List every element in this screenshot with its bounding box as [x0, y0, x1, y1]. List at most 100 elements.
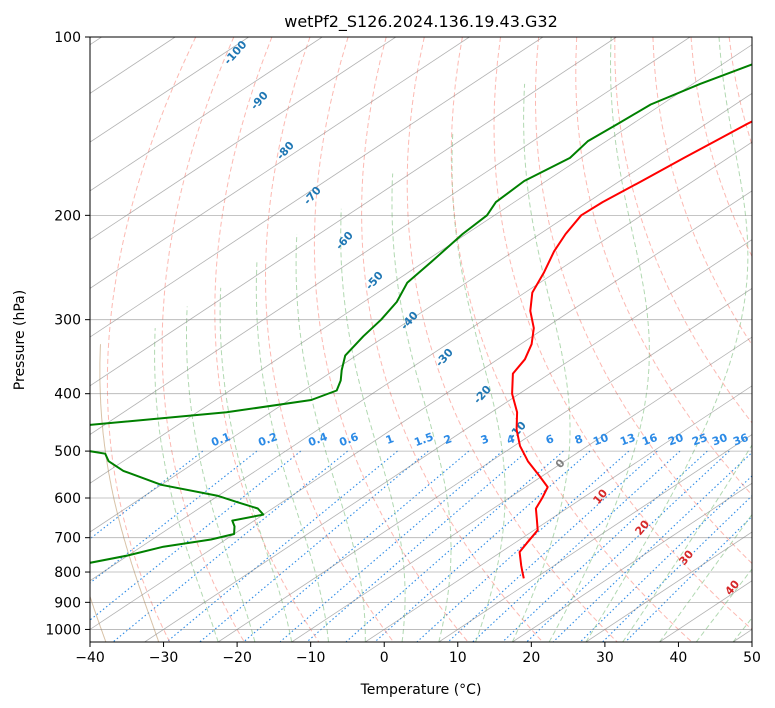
- y-tick-label: 600: [54, 491, 81, 507]
- isotherm-line: [291, 336, 752, 642]
- dry-adiabat-line: [767, 37, 775, 642]
- mixing-ratio-label: 3: [479, 432, 491, 447]
- isotherm-line: [90, 92, 752, 533]
- mixing-ratio-label: 0.1: [209, 430, 232, 449]
- y-tick-label: 500: [54, 444, 81, 460]
- mixing-ratio-label: 16: [640, 431, 659, 449]
- dry-adiabat-line: [161, 37, 245, 642]
- x-tick-label: 10: [449, 650, 467, 666]
- mixing-ratio-label: 10: [591, 431, 610, 449]
- moist-adiabat-line: [340, 208, 406, 642]
- dewpoint-profile: [90, 63, 752, 564]
- moist-adiabat-line: [186, 306, 256, 642]
- mixing-ratio-label: 30: [710, 431, 729, 449]
- mixing-ratio-line: [526, 450, 730, 642]
- theta-e-line: [16, 409, 54, 642]
- mixing-ratio-line: [472, 450, 681, 642]
- dry-adiabat-label: -60: [333, 229, 356, 253]
- moist-adiabat-line: [548, 37, 650, 642]
- dry-adiabat-label: -90: [248, 89, 271, 113]
- dry-adiabat-line: [313, 37, 469, 642]
- dry-adiabat-line: [450, 37, 693, 642]
- mixing-ratio-line: [90, 450, 302, 621]
- plot-area: -100-90-80-70-60-50-40-30-20-10010203040…: [16, 37, 775, 642]
- mixing-ratio-label: 0.6: [337, 430, 360, 449]
- dry-adiabat-line: [214, 37, 320, 642]
- x-tick-label: 50: [743, 650, 761, 666]
- dry-adiabat-line: [652, 37, 752, 346]
- mixing-ratio-line: [579, 475, 752, 642]
- isotherm-line: [90, 37, 470, 289]
- isotherm-line: [585, 531, 752, 642]
- isotherm-line: [90, 190, 752, 630]
- moist-adiabat-label: 0: [553, 456, 568, 470]
- theta-e-line: [90, 594, 107, 642]
- mixing-ratio-label: 8: [573, 432, 585, 447]
- profiles: [90, 63, 752, 579]
- isotherm-line: [90, 37, 617, 387]
- dry-adiabat-line: [690, 37, 752, 258]
- mixing-ratio-label: 2: [442, 432, 454, 447]
- mixing-ratio-line: [243, 450, 470, 642]
- moist-adiabat-line: [695, 568, 752, 642]
- isotherm-line: [512, 482, 752, 642]
- isotherm-line: [144, 239, 752, 642]
- moist-adiabat-line: [219, 287, 293, 642]
- moist-adiabats: [154, 37, 752, 642]
- moist-adiabat-line: [511, 83, 571, 642]
- mixing-ratio-label: 25: [690, 431, 709, 448]
- temperature-profile: [511, 120, 752, 579]
- moist-adiabat-label: 40: [722, 577, 742, 597]
- dry-adiabat-line: [614, 37, 752, 424]
- mixing-ratio-label: 1: [384, 432, 396, 447]
- moist-adiabat-line: [585, 37, 749, 642]
- isotherm-line: [90, 37, 249, 143]
- isotherm-line: [90, 37, 544, 338]
- isotherms: [90, 37, 752, 642]
- x-axis: −40 −30 −20 −10 0 10 20 30 40 50: [75, 642, 761, 666]
- y-tick-label: 300: [54, 313, 81, 329]
- x-tick-label: 0: [380, 650, 389, 666]
- x-tick-label: −10: [296, 650, 326, 666]
- dry-adiabat-line: [406, 37, 618, 642]
- mixing-ratio-line: [416, 450, 630, 642]
- y-tick-label: 1000: [45, 622, 81, 638]
- moist-adiabat-line: [391, 173, 452, 642]
- isotherm-line: [659, 580, 752, 642]
- mixing-ratio-line: [166, 450, 398, 642]
- dry-adiabat-label: -30: [433, 346, 456, 370]
- isotherm-line: [90, 141, 752, 582]
- isotherm-line: [90, 37, 691, 436]
- y-axis-title: Pressure (hPa): [12, 290, 28, 390]
- mixing-ratio-line: [90, 450, 258, 584]
- chart-title: wetPf2_S126.2024.136.19.43.G32: [284, 12, 558, 32]
- x-tick-label: −30: [149, 650, 179, 666]
- dry-adiabat-label: -80: [274, 139, 297, 163]
- mixing-ratio-label: 20: [666, 431, 685, 449]
- isotherm-line: [90, 37, 397, 241]
- mixing-ratio-label: 0.4: [306, 430, 329, 449]
- mixing-ratio-line: [447, 450, 658, 642]
- mixing-ratio-label: 36: [731, 431, 750, 449]
- dry-adiabat-line: [264, 37, 394, 642]
- mixing-ratio-line: [345, 450, 564, 642]
- moist-adiabat-line: [295, 233, 366, 642]
- y-tick-label: 200: [54, 208, 81, 224]
- dry-adiabat-label: -40: [398, 309, 421, 333]
- plot-frame: [89, 36, 753, 643]
- dry-adiabat-label: -50: [363, 269, 386, 293]
- moist-adiabat-line: [154, 328, 219, 642]
- mixing-ratio-label: 0.2: [256, 430, 279, 449]
- dry-adiabat-label: -20: [471, 383, 494, 407]
- theta-e-curves: [16, 344, 160, 642]
- moist-adiabat-line: [659, 513, 752, 642]
- moist-adiabat-line: [622, 444, 752, 642]
- mixing-ratio-line: [552, 451, 752, 642]
- y-tick-label: 400: [54, 387, 81, 403]
- mixing-ratio-label: 13: [618, 431, 637, 448]
- moist-adiabat-line: [255, 262, 329, 642]
- mixing-ratio-lines: [90, 450, 752, 642]
- isotherm-line: [90, 37, 323, 192]
- x-tick-label: −20: [222, 650, 252, 666]
